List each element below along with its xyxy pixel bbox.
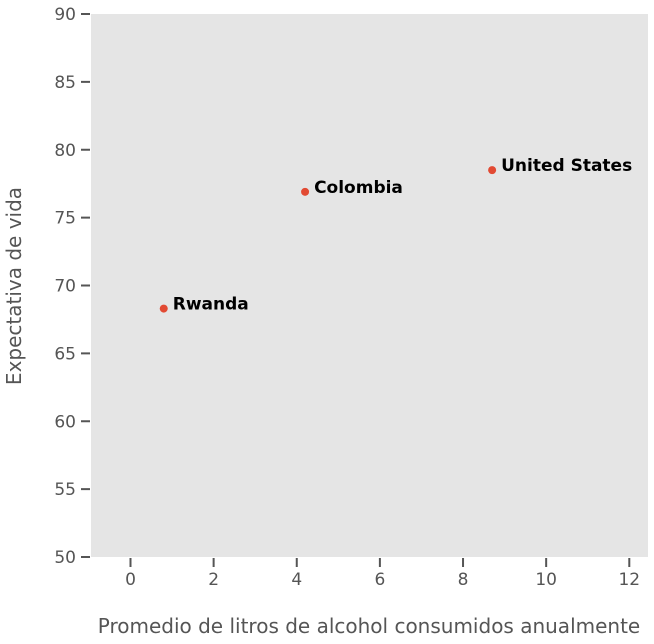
x-axis-label: Promedio de litros de alcohol consumidos… (98, 614, 640, 638)
y-tick-label: 70 (54, 277, 76, 297)
y-tick-label: 80 (54, 141, 76, 161)
point-label: Colombia (314, 178, 403, 198)
y-tick-label: 60 (54, 412, 76, 432)
y-tick-label: 55 (54, 480, 76, 500)
x-tick-label: 0 (125, 570, 136, 590)
point-label: United States (501, 156, 632, 176)
y-tick-label: 65 (54, 344, 76, 364)
y-tick-label: 90 (54, 5, 76, 25)
x-tick-label: 4 (291, 570, 302, 590)
x-tick-label: 8 (458, 570, 469, 590)
data-points: Rwanda Colombia United States (159, 156, 632, 315)
x-tick-label: 10 (535, 570, 557, 590)
x-tick-label: 12 (618, 570, 640, 590)
data-point (159, 304, 168, 313)
x-tick-label: 2 (208, 570, 219, 590)
plot-area (91, 14, 648, 557)
point-label: Rwanda (173, 295, 249, 315)
y-tick-label: 75 (54, 209, 76, 229)
y-axis-label: Expectativa de vida (2, 187, 26, 385)
y-tick-label: 85 (54, 73, 76, 93)
y-tick-label: 50 (54, 548, 76, 568)
data-point (488, 166, 497, 175)
x-axis: 0 2 4 6 8 10 12 (125, 558, 640, 590)
x-tick-label: 6 (374, 570, 385, 590)
data-point (301, 187, 310, 196)
y-axis: 50 55 60 65 70 75 80 85 90 (54, 5, 90, 568)
